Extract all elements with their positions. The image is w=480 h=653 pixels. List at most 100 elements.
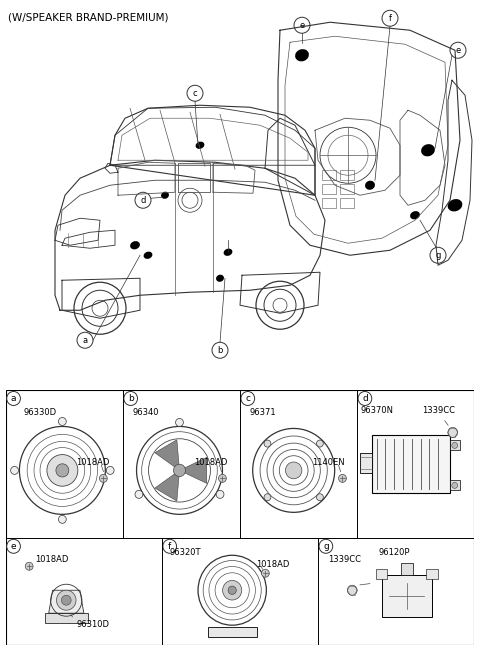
- Ellipse shape: [365, 181, 375, 190]
- Circle shape: [135, 192, 151, 208]
- Ellipse shape: [295, 49, 309, 61]
- Ellipse shape: [196, 142, 204, 149]
- Circle shape: [135, 490, 143, 498]
- Bar: [322, 184, 336, 194]
- Bar: [208, 627, 257, 637]
- Ellipse shape: [224, 249, 232, 256]
- Circle shape: [223, 581, 242, 600]
- Text: d: d: [362, 394, 368, 403]
- Text: g: g: [435, 251, 441, 260]
- Text: 1339CC: 1339CC: [328, 555, 361, 564]
- Circle shape: [59, 515, 66, 523]
- Circle shape: [286, 462, 302, 479]
- Bar: [426, 569, 438, 579]
- Text: 96320T: 96320T: [170, 549, 201, 557]
- Ellipse shape: [421, 144, 435, 156]
- Bar: [450, 440, 459, 451]
- Circle shape: [448, 428, 457, 438]
- Circle shape: [187, 86, 203, 101]
- Text: b: b: [217, 345, 223, 355]
- Text: d: d: [140, 196, 146, 205]
- Circle shape: [452, 483, 457, 488]
- Bar: [376, 569, 387, 579]
- Circle shape: [106, 466, 114, 474]
- Ellipse shape: [216, 275, 224, 282]
- Text: 96330D: 96330D: [24, 409, 57, 417]
- Text: 1018AD: 1018AD: [76, 458, 109, 468]
- Polygon shape: [48, 590, 84, 613]
- Circle shape: [358, 392, 372, 406]
- Circle shape: [218, 474, 227, 483]
- Text: a: a: [83, 336, 87, 345]
- Ellipse shape: [161, 192, 169, 199]
- Text: 1018AD: 1018AD: [194, 458, 228, 468]
- Circle shape: [163, 539, 177, 553]
- Bar: [382, 575, 432, 617]
- Circle shape: [319, 539, 333, 553]
- Circle shape: [316, 494, 324, 501]
- Circle shape: [450, 42, 466, 58]
- Circle shape: [382, 10, 398, 26]
- Text: e: e: [456, 46, 461, 55]
- Circle shape: [264, 494, 271, 501]
- Circle shape: [262, 569, 269, 577]
- Circle shape: [294, 17, 310, 33]
- Circle shape: [338, 474, 347, 483]
- Circle shape: [99, 474, 107, 483]
- Bar: [340, 170, 354, 180]
- Polygon shape: [155, 473, 179, 501]
- Ellipse shape: [410, 211, 420, 219]
- Text: 96310D: 96310D: [76, 620, 109, 629]
- Circle shape: [61, 596, 71, 605]
- Text: 96340: 96340: [132, 409, 159, 417]
- Bar: [45, 613, 88, 623]
- Ellipse shape: [144, 251, 152, 259]
- Ellipse shape: [130, 241, 140, 249]
- Text: 1339CC: 1339CC: [422, 406, 456, 415]
- Circle shape: [59, 417, 66, 426]
- Polygon shape: [184, 457, 207, 483]
- Bar: [360, 453, 372, 473]
- Text: (W/SPEAKER BRAND-PREMIUM): (W/SPEAKER BRAND-PREMIUM): [8, 12, 168, 22]
- Text: e: e: [11, 542, 16, 550]
- Text: 96120P: 96120P: [379, 549, 410, 557]
- Text: 1018AD: 1018AD: [256, 560, 289, 569]
- Text: 1018AD: 1018AD: [35, 555, 69, 564]
- Bar: [401, 564, 413, 575]
- Circle shape: [124, 392, 137, 406]
- Circle shape: [77, 332, 93, 348]
- Circle shape: [430, 247, 446, 263]
- Bar: [450, 481, 459, 490]
- Circle shape: [452, 443, 457, 449]
- Circle shape: [56, 464, 69, 477]
- Circle shape: [241, 392, 254, 406]
- Bar: [322, 170, 336, 180]
- Bar: [322, 199, 336, 208]
- Ellipse shape: [448, 199, 462, 212]
- Circle shape: [212, 342, 228, 358]
- Text: 96371: 96371: [250, 409, 276, 417]
- Text: c: c: [192, 89, 197, 98]
- Circle shape: [264, 440, 271, 447]
- Circle shape: [25, 562, 33, 570]
- Text: 1140EN: 1140EN: [312, 458, 345, 468]
- Bar: [340, 184, 354, 194]
- Circle shape: [57, 590, 76, 610]
- Text: b: b: [128, 394, 133, 403]
- Circle shape: [7, 539, 20, 553]
- Circle shape: [316, 440, 324, 447]
- Text: f: f: [388, 14, 392, 23]
- Circle shape: [7, 392, 20, 406]
- Circle shape: [228, 586, 236, 594]
- Circle shape: [11, 466, 18, 474]
- Bar: [372, 436, 450, 494]
- Circle shape: [216, 490, 224, 498]
- Text: 96370N: 96370N: [360, 406, 393, 415]
- Text: a: a: [11, 394, 16, 403]
- Circle shape: [47, 454, 78, 486]
- Circle shape: [348, 585, 357, 596]
- Bar: [340, 199, 354, 208]
- Circle shape: [173, 464, 185, 477]
- Text: g: g: [323, 542, 329, 550]
- Text: f: f: [168, 542, 171, 550]
